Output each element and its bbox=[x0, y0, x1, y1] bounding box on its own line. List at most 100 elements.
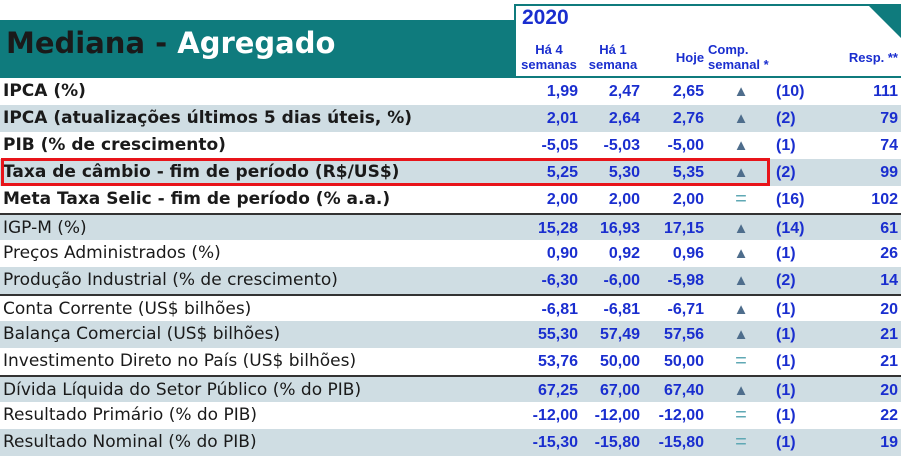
value-ha1: -5,03 bbox=[603, 137, 640, 154]
corner-decoration bbox=[863, 4, 901, 42]
row-label: Conta Corrente (US$ bilhões) bbox=[3, 299, 252, 319]
value-ha4: 5,25 bbox=[546, 164, 578, 181]
year-label: 2020 bbox=[522, 6, 569, 29]
value-comp-semanal: (2) bbox=[776, 164, 796, 181]
value-resp: 26 bbox=[880, 245, 898, 262]
equal-icon: = bbox=[735, 431, 747, 453]
value-ha1: 0,92 bbox=[608, 245, 640, 262]
row-label: Produção Industrial (% de crescimento) bbox=[3, 270, 338, 290]
title-prefix: Mediana - bbox=[6, 26, 178, 60]
up-triangle-icon: ▲ bbox=[733, 326, 749, 343]
row-label: Preços Administrados (%) bbox=[3, 243, 221, 263]
up-triangle-icon: ▲ bbox=[733, 83, 749, 100]
value-comp-semanal: (1) bbox=[776, 382, 796, 399]
value-ha1: 2,64 bbox=[608, 110, 640, 127]
equal-icon: = bbox=[735, 350, 747, 372]
value-ha4: -5,05 bbox=[541, 137, 578, 154]
value-hoje: -5,00 bbox=[667, 137, 704, 154]
table-row: IPCA (%) 1,99 2,47 2,65 ▲ (10) 111 bbox=[0, 78, 901, 105]
value-resp: 21 bbox=[880, 326, 898, 343]
row-label: Taxa de câmbio - fim de período (R$/US$) bbox=[3, 162, 400, 182]
up-triangle-icon: ▲ bbox=[733, 110, 749, 127]
value-comp-semanal: (1) bbox=[776, 137, 796, 154]
value-comp-semanal: (2) bbox=[776, 110, 796, 127]
up-triangle-icon: ▲ bbox=[733, 220, 749, 237]
value-resp: 22 bbox=[880, 407, 898, 424]
row-label: Dívida Líquida do Setor Público (% do PI… bbox=[3, 380, 362, 400]
value-comp-semanal: (1) bbox=[776, 353, 796, 370]
value-resp: 14 bbox=[880, 272, 898, 289]
value-ha4: -12,00 bbox=[532, 407, 578, 424]
value-ha1: 5,30 bbox=[608, 164, 640, 181]
table-row: Produção Industrial (% de crescimento) -6… bbox=[0, 267, 901, 294]
table-row: Taxa de câmbio - fim de período (R$/US$)… bbox=[0, 159, 901, 186]
row-label: PIB (% de crescimento) bbox=[3, 135, 226, 155]
table-row: Investimento Direto no País (US$ bilhões… bbox=[0, 348, 901, 375]
row-label: Balança Comercial (US$ bilhões) bbox=[3, 324, 281, 344]
value-ha1: -15,80 bbox=[594, 434, 640, 451]
header-ha4: Há 4 semanas bbox=[521, 42, 577, 72]
title-band bbox=[0, 20, 518, 78]
data-table: IPCA (%) 1,99 2,47 2,65 ▲ (10) 111 IPCA (atuali… bbox=[0, 78, 901, 456]
value-ha1: -6,81 bbox=[603, 301, 640, 318]
table-row: Preços Administrados (%) 0,90 0,92 0,96 ▲ (1)… bbox=[0, 240, 901, 267]
row-label: IPCA (%) bbox=[3, 81, 86, 101]
equal-icon: = bbox=[735, 188, 747, 210]
value-resp: 20 bbox=[880, 382, 898, 399]
value-ha1: 57,49 bbox=[599, 326, 640, 343]
value-comp-semanal: (1) bbox=[776, 407, 796, 424]
table-row: IPCA (atualizações últimos 5 dias úteis,… bbox=[0, 105, 901, 132]
column-header-box bbox=[514, 4, 901, 78]
value-ha1: 2,00 bbox=[608, 191, 640, 208]
value-hoje: 2,65 bbox=[672, 83, 704, 100]
value-ha1: -6,00 bbox=[603, 272, 640, 289]
value-hoje: 0,96 bbox=[672, 245, 704, 262]
equal-icon: = bbox=[735, 404, 747, 426]
header-ha1: Há 1 semana bbox=[588, 42, 638, 72]
value-comp-semanal: (1) bbox=[776, 301, 796, 318]
value-comp-semanal: (1) bbox=[776, 434, 796, 451]
value-resp: 99 bbox=[880, 164, 898, 181]
header-resp: Resp. ** bbox=[848, 50, 898, 65]
value-comp-semanal: (16) bbox=[776, 191, 805, 208]
value-resp: 21 bbox=[880, 353, 898, 370]
value-ha4: 15,28 bbox=[537, 220, 578, 237]
value-resp: 61 bbox=[880, 220, 898, 237]
table-row: Meta Taxa Selic - fim de período (% a.a.… bbox=[0, 186, 901, 213]
value-hoje: 57,56 bbox=[663, 326, 704, 343]
page-title: Mediana - Agregado bbox=[6, 26, 335, 60]
value-resp: 19 bbox=[880, 434, 898, 451]
value-ha1: -12,00 bbox=[594, 407, 640, 424]
value-ha4: 1,99 bbox=[546, 83, 578, 100]
header-hoje: Hoje bbox=[675, 50, 705, 65]
value-hoje: 5,35 bbox=[672, 164, 704, 181]
value-hoje: -15,80 bbox=[658, 434, 704, 451]
table-row: Resultado Nominal (% do PIB) -15,30 -15,80… bbox=[0, 429, 901, 456]
table-row: Balança Comercial (US$ bilhões) 55,30 57,4… bbox=[0, 321, 901, 348]
row-highlight-box bbox=[1, 158, 770, 186]
value-comp-semanal: (2) bbox=[776, 272, 796, 289]
value-comp-semanal: (1) bbox=[776, 326, 796, 343]
row-label: IGP-M (%) bbox=[3, 218, 87, 238]
up-triangle-icon: ▲ bbox=[733, 245, 749, 262]
value-hoje: -6,71 bbox=[667, 301, 704, 318]
up-triangle-icon: ▲ bbox=[733, 272, 749, 289]
title-accent: Agregado bbox=[177, 26, 336, 60]
row-label: Investimento Direto no País (US$ bilhões… bbox=[3, 351, 357, 371]
value-ha4: 67,25 bbox=[537, 382, 578, 399]
value-ha4: 55,30 bbox=[537, 326, 578, 343]
value-resp: 20 bbox=[880, 301, 898, 318]
value-hoje: -5,98 bbox=[667, 272, 704, 289]
value-ha4: 0,90 bbox=[546, 245, 578, 262]
value-hoje: 2,00 bbox=[672, 191, 704, 208]
row-label: Meta Taxa Selic - fim de período (% a.a.… bbox=[3, 189, 391, 209]
value-ha4: -6,30 bbox=[541, 272, 578, 289]
table-row: PIB (% de crescimento) -5,05 -5,03 -5,00 ▲ (1… bbox=[0, 132, 901, 159]
value-ha1: 50,00 bbox=[599, 353, 640, 370]
table-row: Dívida Líquida do Setor Público (% do PI… bbox=[0, 375, 901, 402]
table-row: IGP-M (%) 15,28 16,93 17,15 ▲ (14) 61 bbox=[0, 213, 901, 240]
value-comp-semanal: (10) bbox=[776, 83, 805, 100]
table-row: Resultado Primário (% do PIB) -12,00 -12,0… bbox=[0, 402, 901, 429]
value-ha4: 2,00 bbox=[546, 191, 578, 208]
row-label: Resultado Primário (% do PIB) bbox=[3, 405, 258, 425]
